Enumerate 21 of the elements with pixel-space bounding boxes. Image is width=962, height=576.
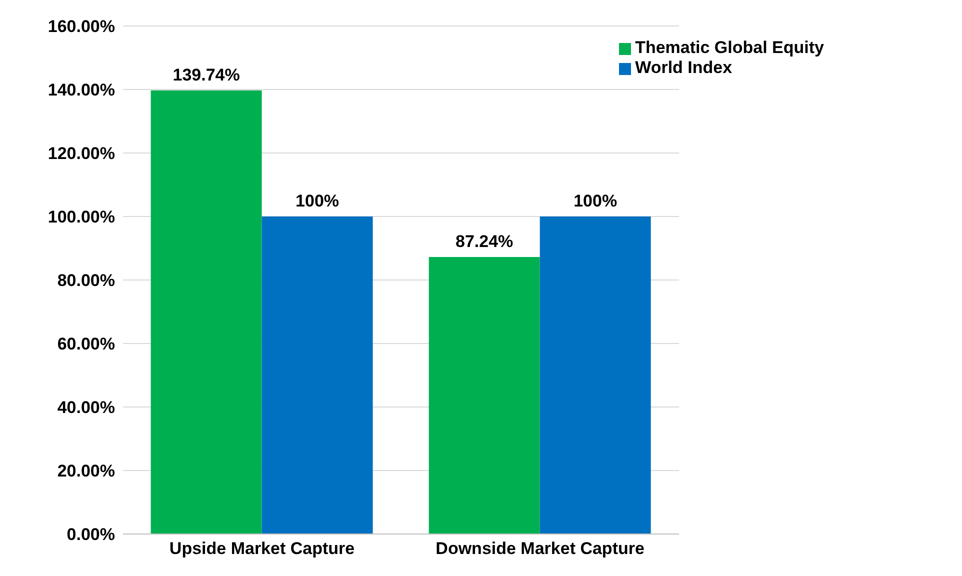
y-tick-label: 120.00% — [48, 144, 115, 164]
legend-label: World Index — [635, 58, 732, 77]
data-label: 139.74% — [172, 65, 240, 84]
y-tick-label: 60.00% — [57, 334, 115, 354]
bar — [262, 216, 373, 534]
bar — [150, 90, 262, 534]
legend-label: Thematic Global Equity — [635, 38, 824, 57]
y-tick-label: 80.00% — [57, 271, 115, 290]
y-tick-label: 140.00% — [48, 80, 115, 100]
y-tick-label: 160.00% — [48, 17, 115, 36]
bar — [428, 257, 540, 534]
y-tick-label: 20.00% — [57, 462, 115, 481]
bar — [540, 216, 651, 534]
y-tick-label: 0.00% — [66, 525, 115, 544]
data-label: 87.24% — [456, 232, 514, 252]
data-label: 100% — [574, 192, 618, 210]
y-tick-label: 40.00% — [57, 398, 115, 418]
y-tick-label: 100.00% — [48, 208, 115, 227]
data-label: 100% — [296, 192, 340, 210]
x-tick-label: Upside Market Capture — [169, 539, 355, 558]
x-tick-label: Downside Market Capture — [436, 539, 644, 558]
